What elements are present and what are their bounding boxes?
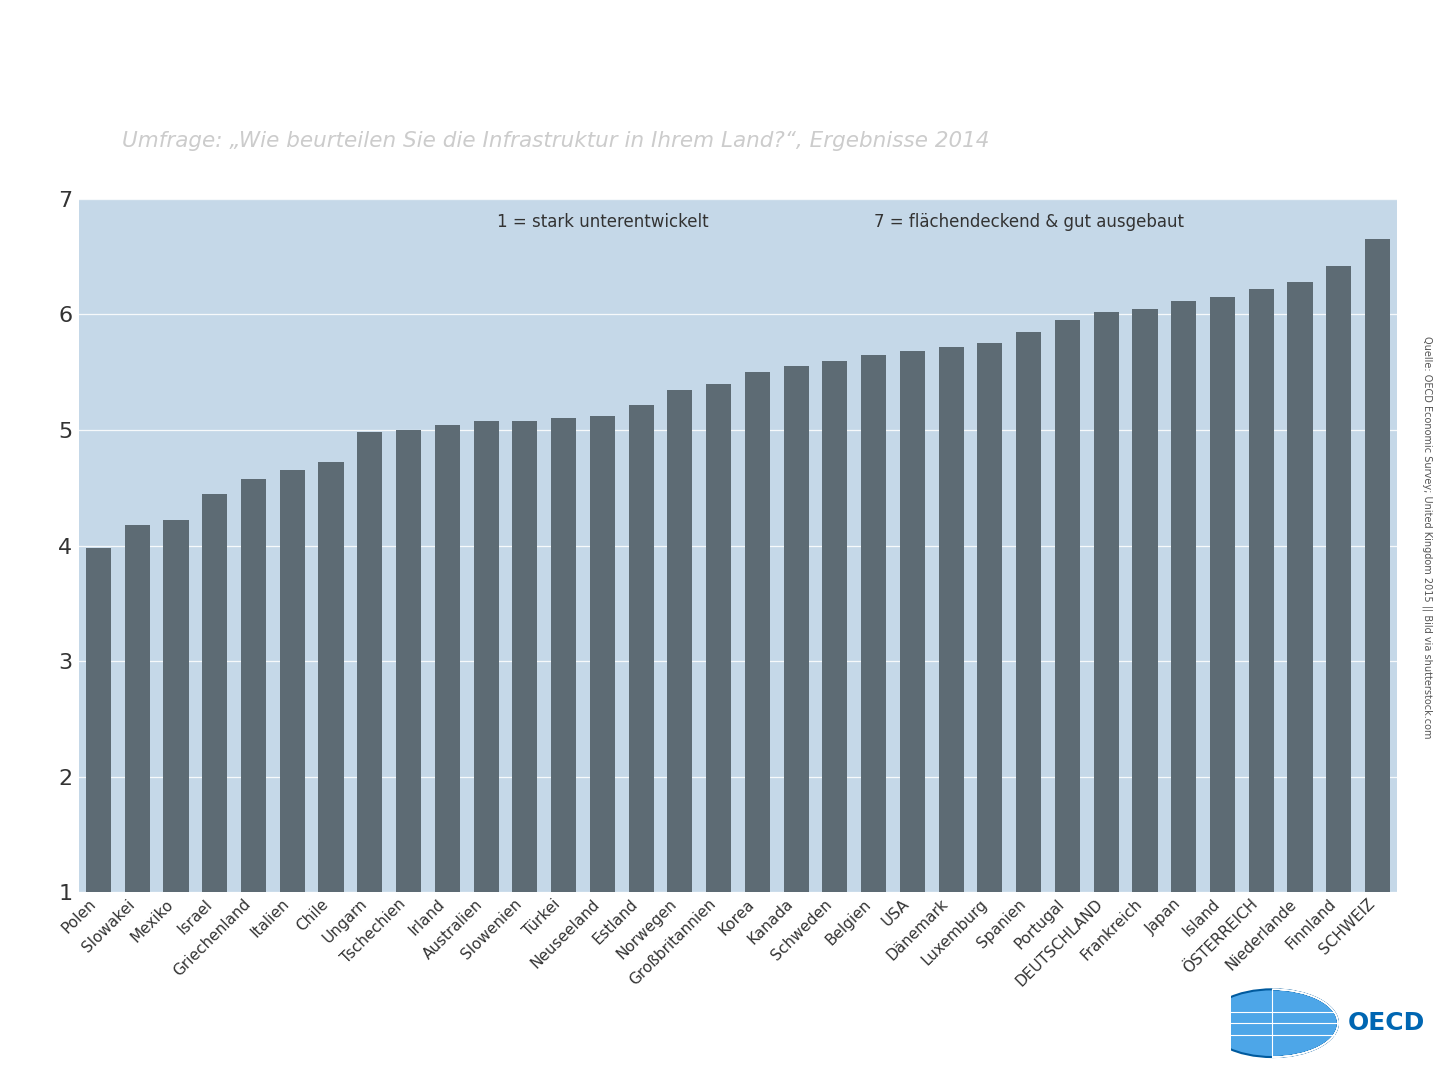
- Bar: [1171, 301, 1197, 892]
- Circle shape: [1207, 989, 1338, 1057]
- Bar: [240, 478, 266, 892]
- Bar: [1132, 309, 1158, 892]
- Bar: [1248, 289, 1274, 892]
- Bar: [744, 372, 770, 892]
- Bar: [357, 432, 383, 892]
- Bar: [202, 493, 228, 892]
- Bar: [435, 426, 459, 892]
- Bar: [628, 404, 654, 892]
- Bar: [125, 525, 150, 892]
- Bar: [396, 430, 420, 892]
- Text: Umfrage: „Wie beurteilen Sie die Infrastruktur in Ihrem Land?“, Ergebnisse 2014: Umfrage: „Wie beurteilen Sie die Infrast…: [122, 131, 989, 152]
- Bar: [939, 347, 963, 892]
- Bar: [1056, 320, 1080, 892]
- Text: OECD: OECD: [1348, 1012, 1424, 1035]
- Bar: [1287, 282, 1312, 892]
- Text: 1 = stark unterentwickelt: 1 = stark unterentwickelt: [497, 213, 708, 231]
- Bar: [590, 416, 615, 892]
- Bar: [667, 389, 693, 892]
- Bar: [1365, 240, 1390, 892]
- Bar: [164, 520, 189, 892]
- Bar: [1326, 266, 1351, 892]
- Bar: [706, 384, 732, 892]
- Bar: [1093, 312, 1119, 892]
- Bar: [900, 352, 924, 892]
- Bar: [513, 420, 537, 892]
- Bar: [822, 361, 848, 892]
- Bar: [1017, 332, 1041, 892]
- Bar: [783, 367, 809, 892]
- Bar: [474, 420, 498, 892]
- Bar: [86, 548, 111, 892]
- Bar: [978, 343, 1002, 892]
- Text: Quelle: OECD Economic Survey; United Kingdom 2015 || Bild via shutterstock.com: Quelle: OECD Economic Survey; United Kin…: [1423, 336, 1433, 739]
- Bar: [552, 418, 576, 892]
- Text: Infrastruktur: Infrastruktur: [122, 33, 528, 87]
- Bar: [318, 462, 344, 892]
- Bar: [1210, 297, 1236, 892]
- Bar: [279, 471, 305, 892]
- Text: 7 = flächendeckend & gut ausgebaut: 7 = flächendeckend & gut ausgebaut: [874, 213, 1184, 231]
- Bar: [861, 355, 886, 892]
